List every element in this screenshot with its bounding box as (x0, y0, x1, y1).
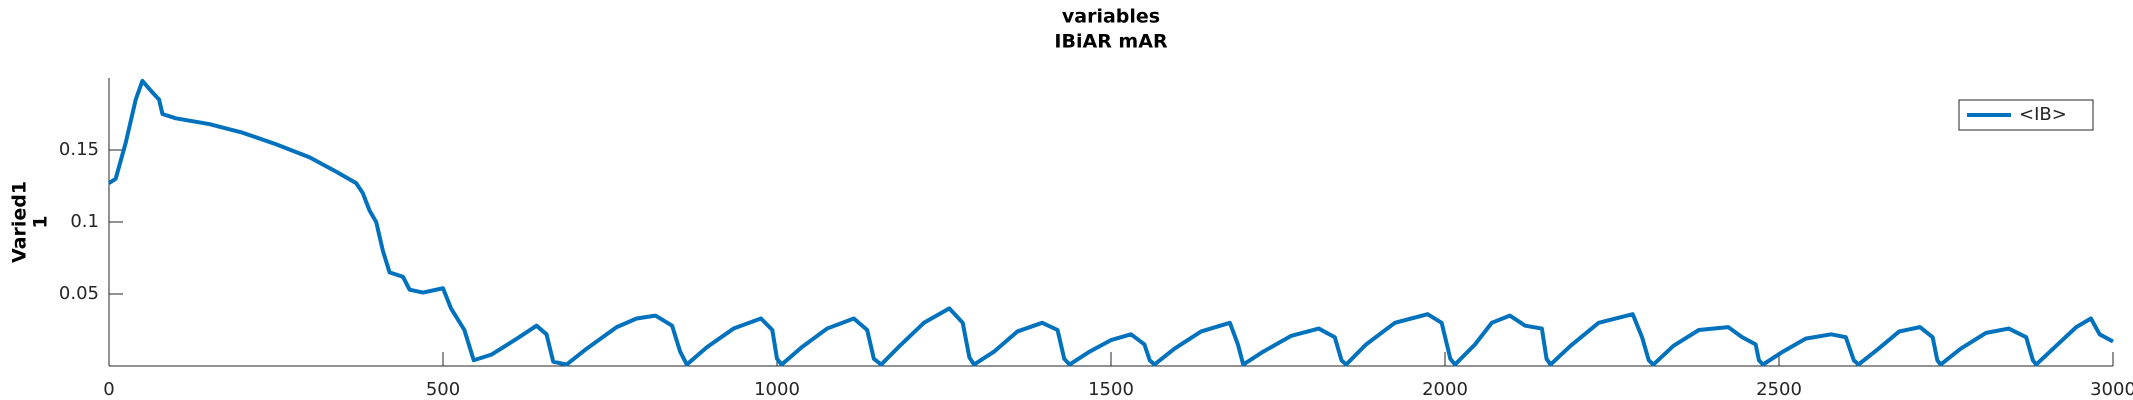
x-tick-label: 2500 (1756, 379, 1802, 400)
chart-title: variables (1062, 6, 1160, 28)
y-axis-label: Varied1 (9, 181, 31, 263)
x-tick-label: 0 (103, 379, 114, 400)
chart-subtitle: IBiAR mAR (1054, 31, 1168, 53)
x-tick-label: 500 (426, 379, 460, 400)
x-tick-label: 3000 (2090, 379, 2133, 400)
y-tick-label: 0.15 (59, 139, 99, 160)
data-line (107, 78, 2114, 367)
x-tick-label: 1000 (754, 379, 800, 400)
legend-label: <IB> (2019, 104, 2067, 125)
x-tick-label: 1500 (1088, 379, 1134, 400)
y-axis-label: 1 (30, 215, 52, 228)
y-tick-label: 0.1 (70, 211, 99, 232)
x-tick-label: 2000 (1422, 379, 1468, 400)
y-tick-label: 0.05 (59, 283, 99, 304)
